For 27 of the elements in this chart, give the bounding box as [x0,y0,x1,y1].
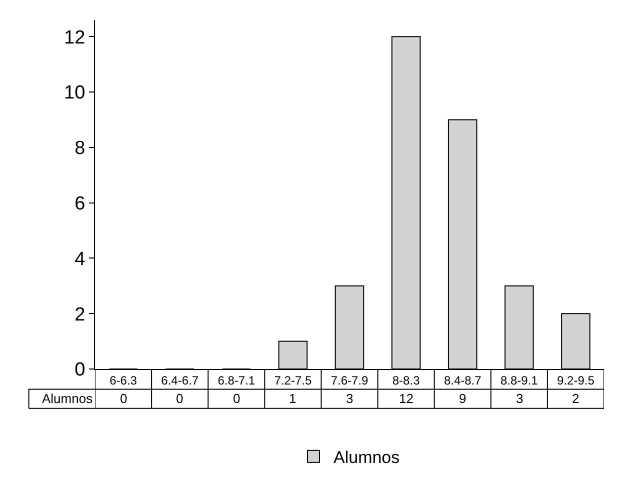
text: Alumnos [42,391,93,406]
data-label: 1 [289,391,296,406]
data-label: 9 [459,391,466,406]
x-tick-label: 7.6-7.9 [330,373,369,388]
data-label: 12 [399,391,414,406]
x-tick-label: 6-6.3 [110,373,138,388]
y-tick-label: 12 [64,27,86,48]
x-tick-label: 9.2-9.5 [557,373,595,388]
y-tick-label: 2 [74,304,86,326]
data-label: 3 [516,391,524,406]
x-tick-label: 8.4-8.7 [444,373,482,388]
y-tick-label: 8 [74,138,86,160]
x-tick-label: 8.8-9.1 [500,373,538,388]
data-label: 3 [346,391,354,406]
y-tick-label: 10 [64,82,86,104]
legend-label: Alumnos [334,448,400,467]
data-label: 0 [176,391,184,406]
x-tick-label: 6.8-7.1 [218,373,256,388]
data-label: 0 [233,391,240,406]
data-label: 2 [572,391,580,406]
y-tick-label: 4 [74,248,86,270]
y-tick-label: 6 [74,193,86,214]
x-tick-label: 6.4-6.7 [161,373,199,388]
x-tick-label: 7.2-7.5 [274,373,312,388]
x-tick-label: 8-8.3 [392,373,420,388]
y-tick-label: 0 [74,360,86,381]
data-label: 0 [120,391,128,406]
